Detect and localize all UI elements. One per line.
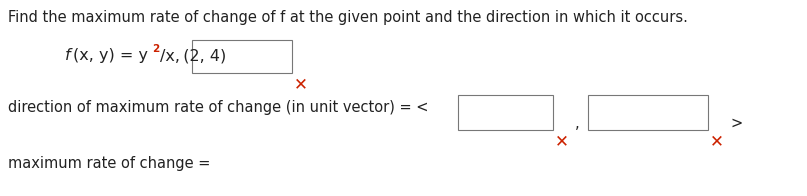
Bar [192, 40, 292, 73]
Bar [458, 95, 553, 130]
Text: (x, y) = y: (x, y) = y [73, 48, 148, 63]
Text: maximum rate of change =: maximum rate of change = [8, 156, 211, 171]
Text: 2: 2 [152, 44, 159, 54]
Text: f: f [65, 48, 71, 63]
Bar [588, 95, 708, 130]
Text: direction of maximum rate of change (in unit vector) = <: direction of maximum rate of change (in … [8, 100, 429, 115]
Text: Find the maximum rate of change of f at the given point and the direction in whi: Find the maximum rate of change of f at … [8, 10, 688, 25]
Text: >: > [730, 116, 742, 131]
Text: ,: , [575, 116, 579, 131]
Text: ✕: ✕ [710, 132, 724, 150]
Text: ✕: ✕ [294, 75, 308, 93]
Text: /x, (2, 4): /x, (2, 4) [160, 48, 226, 63]
Text: ✕: ✕ [555, 132, 569, 150]
